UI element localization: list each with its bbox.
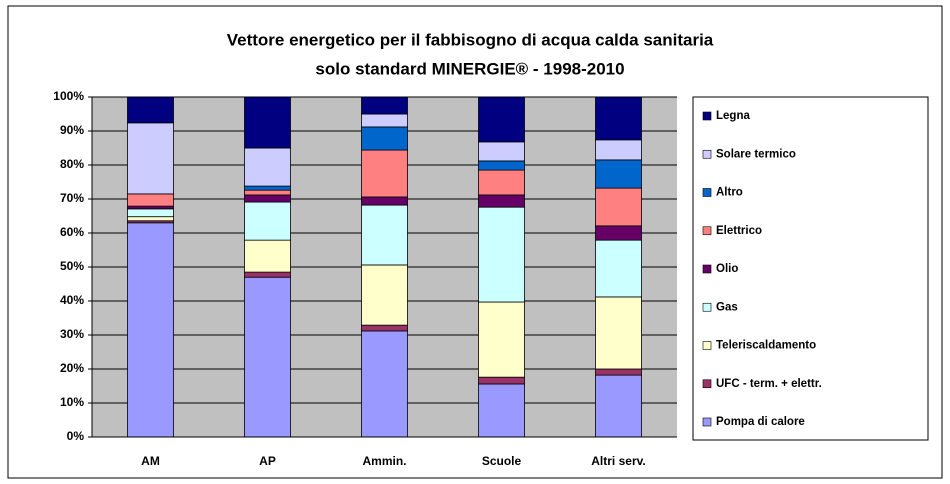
y-tick-label: 30%: [60, 327, 84, 341]
bar-segment: [244, 271, 291, 278]
bar-segment: [244, 194, 291, 203]
bar-segment: [361, 264, 408, 326]
legend-label: Solare termico: [716, 148, 796, 160]
bar-segment: [127, 122, 174, 195]
bar-segment: [478, 206, 525, 303]
legend-swatch: [702, 379, 712, 389]
legend-swatch: [702, 111, 712, 121]
x-tick-label: Altri serv.: [591, 454, 645, 468]
x-tick-label: AM: [141, 454, 160, 468]
bar-segment: [595, 96, 642, 141]
bar-segment: [127, 216, 174, 222]
bar-segment: [361, 204, 408, 266]
bar-segment: [595, 368, 642, 376]
bar-segment: [127, 96, 174, 124]
y-tick-label: 20%: [60, 361, 84, 375]
y-tick-label: 10%: [60, 395, 84, 409]
legend-swatch: [702, 149, 712, 159]
bar-segment: [127, 193, 174, 207]
legend-label: Gas: [716, 301, 738, 313]
bar-segment: [244, 189, 291, 196]
x-tick-label: Ammin.: [362, 454, 406, 468]
bar-segment: [478, 194, 525, 208]
legend-label: Elettrico: [716, 225, 762, 237]
bar-segment: [244, 96, 291, 149]
y-tick-label: 60%: [60, 225, 84, 239]
legend-swatch: [702, 226, 712, 236]
legend-swatch: [702, 264, 712, 274]
bar-segment: [127, 205, 174, 210]
bar-segment: [244, 147, 291, 187]
bar-segment: [478, 169, 525, 196]
bar-segment: [595, 139, 642, 161]
chart-title: solo standard MINERGIE® - 1998-2010: [315, 59, 624, 78]
legend-box: [692, 96, 929, 441]
bar-segment: [478, 96, 525, 143]
y-tick-label: 90%: [60, 123, 84, 137]
y-tick-label: 50%: [60, 259, 84, 273]
x-tick-label: AP: [259, 454, 276, 468]
legend-label: Pompa di calore: [716, 416, 805, 428]
y-tick-label: 80%: [60, 157, 84, 171]
legend-label: UFC - term. + elettr.: [716, 378, 822, 390]
bar-segment: [244, 239, 291, 273]
bar-segment: [127, 222, 174, 438]
bar-segment: [127, 208, 174, 218]
bar-segment: [244, 201, 291, 241]
y-tick-label: 100%: [53, 89, 84, 103]
y-tick-label: 40%: [60, 293, 84, 307]
bar-segment: [361, 196, 408, 206]
bar-segment: [361, 324, 408, 332]
x-tick-label: Scuole: [482, 454, 522, 468]
legend-label: Altro: [716, 187, 743, 199]
y-tick-label: 0%: [67, 429, 85, 443]
bar-segment: [244, 185, 291, 191]
bar-segment: [595, 239, 642, 298]
bar-segment: [595, 225, 642, 241]
bar-segment: [595, 159, 642, 189]
bar-segment: [361, 149, 408, 198]
bar-segment: [361, 96, 408, 115]
bar-segment: [361, 330, 408, 438]
bar-segment: [478, 383, 525, 438]
bar-segment: [478, 141, 525, 162]
bar-segment: [361, 126, 408, 151]
legend-swatch: [702, 341, 712, 350]
bar-segment: [478, 301, 525, 378]
bar-segment: [595, 374, 642, 438]
bar-segment: [595, 296, 642, 370]
legend-label: Teleriscaldamento: [716, 340, 816, 352]
chart-title: Vettore energetico per il fabbisogno di …: [227, 30, 714, 49]
bar-segment: [361, 113, 408, 128]
legend-swatch: [702, 188, 712, 197]
legend-swatch: [702, 302, 712, 312]
legend-label: Olio: [716, 263, 738, 275]
bar-segment: [244, 276, 291, 438]
legend-label: Legna: [716, 110, 750, 122]
bar-segment: [478, 160, 525, 171]
bar-segment: [478, 376, 525, 385]
bar-segment: [595, 187, 642, 227]
legend-swatch: [702, 417, 712, 427]
y-tick-label: 70%: [60, 191, 84, 205]
